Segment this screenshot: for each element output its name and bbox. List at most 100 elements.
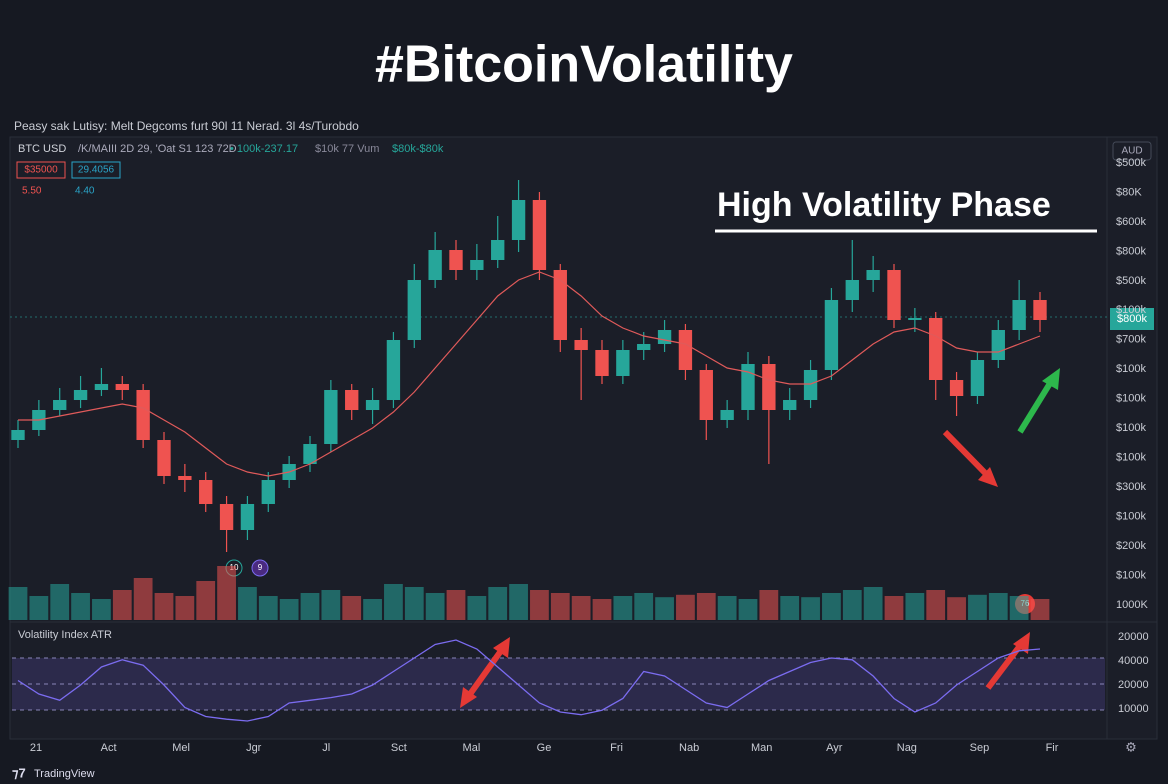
volume-bar xyxy=(655,597,674,620)
arrow xyxy=(985,641,1025,690)
x-axis-label: Jgr xyxy=(246,742,262,754)
volume-bar xyxy=(321,590,341,620)
candle-body xyxy=(699,370,713,420)
candle-body xyxy=(637,344,651,350)
y-axis-label: $100k xyxy=(1116,393,1146,405)
candle-body xyxy=(1012,300,1026,330)
volume-bar xyxy=(926,590,946,620)
currency-box[interactable] xyxy=(1112,141,1152,161)
volume-bar xyxy=(1030,599,1050,620)
y-axis-label: $80K xyxy=(1116,186,1142,198)
volume-bar xyxy=(363,599,382,620)
x-axis-label: Mel xyxy=(172,742,190,754)
candle-body xyxy=(386,340,401,400)
candle-body xyxy=(345,390,359,410)
volume-bar xyxy=(530,590,549,620)
arrows xyxy=(460,368,1060,708)
value: 4.40 xyxy=(75,186,95,197)
candle-body xyxy=(970,360,985,396)
candle-body xyxy=(470,260,484,270)
y-axis-label: 1000K xyxy=(1116,599,1148,611)
range: $80k-$80k xyxy=(392,143,444,155)
y-axis-label: $800k xyxy=(1116,245,1146,257)
candle-body xyxy=(949,380,964,396)
caption: Peasy sak Lutisy: Melt Degcoms furt 90l … xyxy=(14,119,359,133)
box-label: $35000 xyxy=(24,165,58,176)
symbol: BTC USD xyxy=(18,143,66,155)
volume-bar xyxy=(822,593,841,620)
candle-body xyxy=(595,350,609,376)
candle-body xyxy=(428,250,442,280)
volume-bar xyxy=(676,594,695,620)
volume-bar xyxy=(780,596,800,620)
volume-bar xyxy=(71,593,90,620)
volume-bar xyxy=(550,593,570,620)
y-axis-label: $100k xyxy=(1116,569,1146,581)
candle-body xyxy=(261,480,275,504)
volume-bar xyxy=(968,594,987,620)
x-axis-label: Act xyxy=(101,742,117,754)
x-axis-label: Nab xyxy=(679,742,699,754)
volume-bar xyxy=(196,581,216,620)
candle-body xyxy=(449,250,463,270)
volume-bar xyxy=(425,593,445,620)
arrow xyxy=(942,429,993,481)
volume-bar xyxy=(258,596,278,620)
volume-bar xyxy=(29,596,49,620)
volume-bar xyxy=(863,587,883,620)
marker-label[interactable]: 9 xyxy=(258,563,263,572)
candle-body xyxy=(115,384,129,390)
candle-body xyxy=(616,350,630,376)
settings-icon[interactable]: ⚙ xyxy=(1125,739,1137,754)
candle-body xyxy=(657,330,672,344)
candle-body xyxy=(324,390,338,444)
arrow-head xyxy=(493,637,510,658)
y-axis-label: $300k xyxy=(1116,481,1146,493)
candle-body xyxy=(762,364,776,410)
volume-bar xyxy=(112,590,132,620)
value: 5.50 xyxy=(22,186,42,197)
volume-bar xyxy=(8,587,28,620)
candle-body xyxy=(887,270,901,320)
atr-axis-label: 20000 xyxy=(1118,631,1149,643)
volume-bar xyxy=(279,599,299,620)
volume-info: $10k 77 Vum xyxy=(315,143,379,155)
candle-body xyxy=(199,480,213,504)
candle-body xyxy=(720,410,734,420)
arrow xyxy=(465,646,506,699)
candle-body xyxy=(240,504,255,530)
volume-bar xyxy=(467,596,487,620)
x-axis-label: Man xyxy=(751,742,772,754)
price-badge xyxy=(1110,308,1154,330)
candle-body xyxy=(553,270,567,340)
candle-body xyxy=(532,200,547,270)
x-axis-label: Sep xyxy=(970,742,990,754)
candle-body xyxy=(365,400,380,410)
currency[interactable]: AUD xyxy=(1121,146,1142,157)
candle-body xyxy=(178,476,192,480)
change: • 100k-237.17 xyxy=(230,143,298,155)
volume-bar xyxy=(92,599,111,620)
candle-body xyxy=(94,384,109,390)
volume-bar xyxy=(384,584,403,620)
volume-bar xyxy=(905,593,925,620)
y-axis-label: $200k xyxy=(1116,540,1146,552)
box xyxy=(16,161,66,179)
volume-bar xyxy=(571,596,591,620)
atr-line xyxy=(17,639,1041,722)
volume-bar xyxy=(133,578,153,620)
volume-bar xyxy=(592,599,612,620)
volume-bar xyxy=(801,597,820,620)
marker[interactable] xyxy=(251,559,269,577)
candle-body xyxy=(678,330,693,370)
y-axis-label: $700k xyxy=(1116,334,1146,346)
candle-body xyxy=(866,270,880,280)
volume-bar xyxy=(738,599,758,620)
x-axis-label: Sct xyxy=(391,742,407,754)
x-axis-label: Fir xyxy=(1046,742,1059,754)
arrow-head xyxy=(1013,632,1030,654)
candle-body xyxy=(157,440,171,476)
volume-bar xyxy=(446,590,466,620)
candle-body xyxy=(136,390,150,440)
